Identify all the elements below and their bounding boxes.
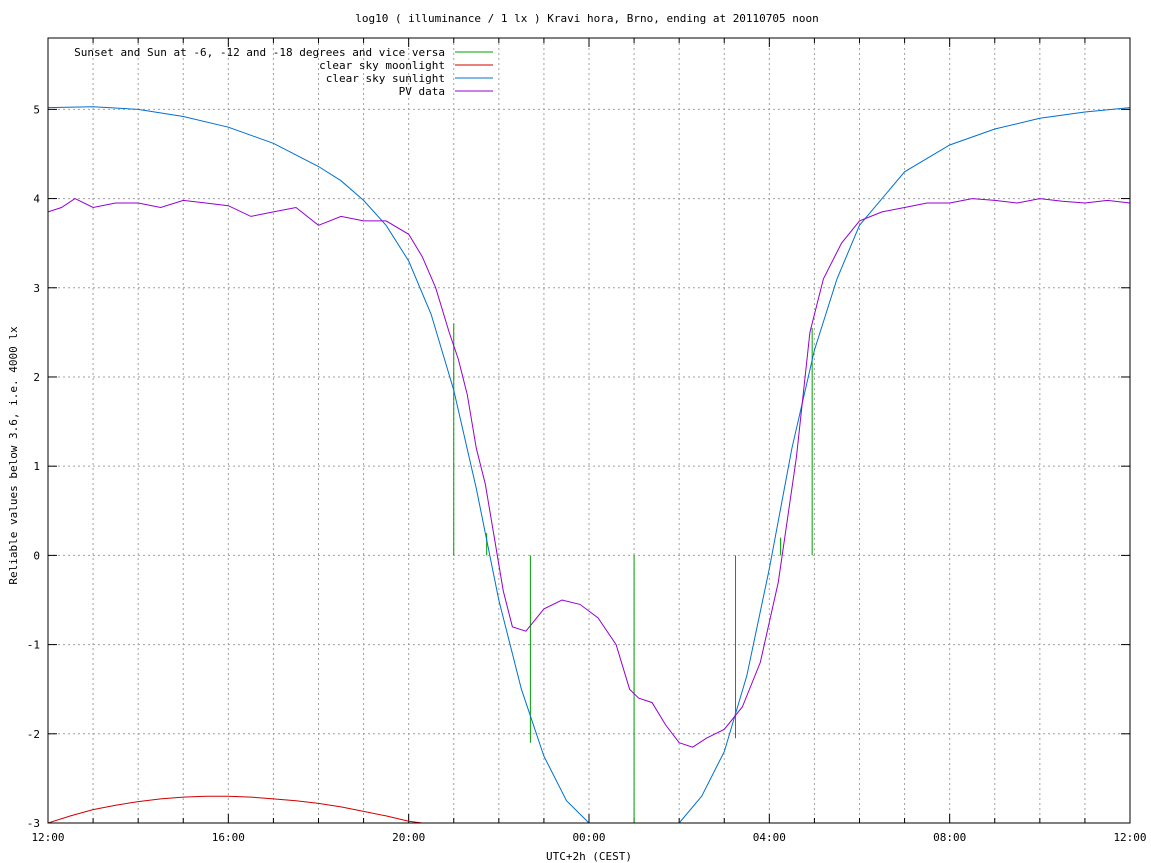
- series-3: [48, 198, 1130, 748]
- plot-area: [48, 106, 1130, 823]
- plot-frame: [47, 37, 1131, 824]
- x-tick-label: 04:00: [753, 831, 786, 844]
- y-tick-label: 3: [33, 282, 40, 295]
- legend-label: PV data: [399, 85, 445, 98]
- legend: Sunset and Sun at -6, -12 and -18 degree…: [74, 46, 493, 98]
- x-tick-label: 20:00: [392, 831, 425, 844]
- series-line: [48, 106, 1130, 823]
- x-tick-label: 12:00: [31, 831, 64, 844]
- chart-title: log10 ( illuminance / 1 lx ) Kravi hora,…: [355, 12, 819, 25]
- series-line: [48, 198, 1130, 748]
- series-2: [48, 106, 1130, 823]
- x-tick-label: 00:00: [572, 831, 605, 844]
- legend-label: Sunset and Sun at -6, -12 and -18 degree…: [74, 46, 445, 59]
- x-axis-label: UTC+2h (CEST): [546, 850, 632, 863]
- y-tick-label: -2: [27, 728, 40, 741]
- x-tick-label: 08:00: [933, 831, 966, 844]
- series-0: [453, 323, 813, 823]
- series-layer: [48, 106, 1130, 823]
- y-tick-label: 4: [33, 193, 40, 206]
- y-tick-label: 5: [33, 103, 40, 116]
- y-tick-label: -1: [27, 639, 40, 652]
- y-axis-label: Reliable values below 3.6, i.e. 4000 lx: [7, 326, 20, 585]
- y-tick-label: 1: [33, 460, 40, 473]
- series-1: [48, 795, 423, 823]
- axis-ticks: 12:00 16:00 20:00 00:00 04:00 08:00 12:00 5 4 3 2 1…: [27, 38, 1147, 844]
- legend-label: clear sky sunlight: [326, 72, 445, 85]
- x-tick-label: 16:00: [212, 831, 245, 844]
- y-tick-label: 0: [33, 549, 40, 562]
- grid: [48, 38, 1130, 823]
- y-tick-label: -3: [27, 817, 40, 830]
- y-tick-label: 2: [33, 371, 40, 384]
- legend-label: clear sky moonlight: [319, 59, 445, 72]
- series-line: [48, 795, 423, 823]
- x-tick-label: 12:00: [1113, 831, 1146, 844]
